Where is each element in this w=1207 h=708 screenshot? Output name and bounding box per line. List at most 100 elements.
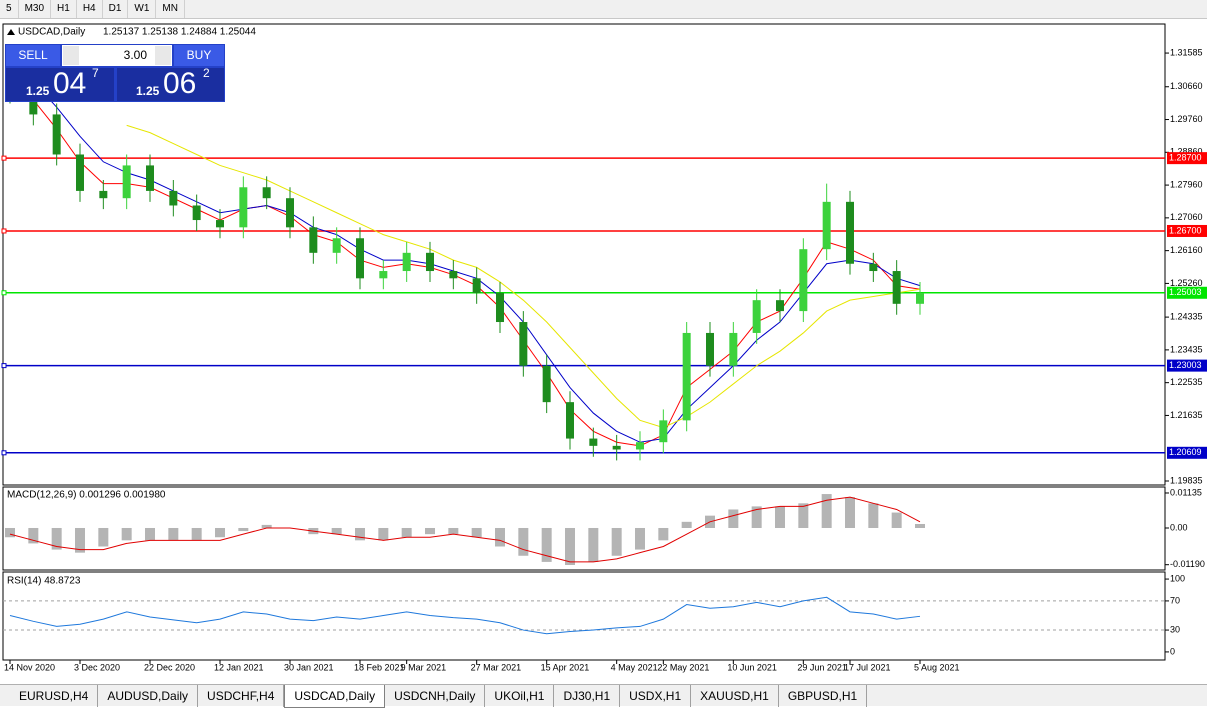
macd-bar	[658, 527, 669, 541]
bid-big: 1.25	[26, 84, 50, 98]
y-tick-label: 0.01135	[1170, 487, 1202, 497]
y-tick-label: 1.23435	[1170, 344, 1203, 354]
macd-bar	[425, 527, 435, 535]
chart-tab[interactable]: USDCHF,H4	[198, 685, 285, 707]
bid-pips: 04	[53, 67, 86, 100]
candle-body	[612, 445, 621, 450]
volume-box[interactable]	[62, 45, 172, 66]
candle-body	[822, 201, 831, 250]
y-tick-label: 1.27060	[1170, 212, 1203, 222]
macd-bar	[868, 503, 879, 528]
trade-panel: SELL 3.00 BUY 1.25 04 7 1.25 06 2	[5, 44, 225, 102]
candle-body	[169, 190, 178, 206]
buy-label[interactable]: BUY	[187, 48, 212, 62]
candle-body	[636, 442, 644, 450]
rsi-panel	[2, 571, 1166, 661]
x-tick-label: 18 Feb 2021	[354, 662, 405, 672]
level-handle	[1, 290, 7, 296]
y-tick-label: 1.29760	[1170, 114, 1203, 124]
bid-box[interactable]	[6, 68, 114, 101]
level-label: 1.20609	[1169, 447, 1202, 457]
timeframe-button[interactable]: MN	[156, 0, 185, 18]
y-tick-label: 1.21635	[1170, 410, 1203, 420]
x-tick-label: 22 Dec 2020	[144, 662, 195, 672]
volume-value[interactable]: 3.00	[124, 48, 148, 62]
timeframe-button[interactable]: W1	[128, 0, 157, 18]
chart-tab[interactable]: USDCNH,Daily	[385, 685, 486, 707]
macd-bar	[915, 523, 925, 528]
candle-body	[566, 402, 574, 439]
level-label: 1.28700	[1169, 153, 1202, 163]
y-tick-label: 1.31585	[1170, 47, 1203, 57]
macd-title: MACD(12,26,9) 0.001296 0.001980	[7, 490, 166, 501]
chart-tab[interactable]: USDCAD,Daily	[284, 685, 386, 708]
timeframe-button[interactable]: 5	[0, 0, 19, 18]
y-tick-label: 1.28860	[1170, 147, 1203, 157]
level-tag	[1167, 359, 1207, 372]
macd-bar	[541, 527, 552, 562]
ask-frac: 2	[203, 66, 210, 80]
chart-tab[interactable]: UKOil,H1	[485, 685, 555, 707]
macd-bar	[355, 527, 365, 541]
buy-button[interactable]	[174, 45, 224, 66]
candle-body	[892, 271, 901, 304]
chart-tab[interactable]: DJ30,H1	[554, 685, 621, 707]
candle-body	[52, 114, 61, 155]
macd-bar	[588, 527, 599, 562]
macd-bar	[891, 512, 902, 528]
chart-tab[interactable]: USDX,H1	[620, 685, 692, 707]
ohlc-label: 1.25137 1.25138 1.24884 1.25044	[103, 27, 256, 38]
y-tick-label: 1.27960	[1170, 179, 1203, 189]
x-tick-label: 22 May 2021	[657, 662, 709, 672]
x-tick-label: 5 Aug 2021	[914, 662, 960, 672]
chart-tab[interactable]: GBPUSD,H1	[779, 685, 868, 707]
candle-body	[496, 292, 504, 323]
candle-body	[239, 187, 248, 228]
y-tick-label: -0.01190	[1170, 559, 1205, 569]
timeframe-button[interactable]: H1	[51, 0, 77, 18]
candle-body	[192, 205, 201, 221]
volume-up[interactable]	[155, 46, 171, 65]
ask-box[interactable]	[117, 68, 224, 101]
candle-body	[146, 165, 154, 191]
candle-body	[916, 292, 924, 304]
candle-body	[379, 271, 388, 279]
x-tick-label: 27 Mar 2021	[471, 662, 522, 672]
chart-tab[interactable]: XAUUSD,H1	[691, 685, 779, 707]
candle-body	[682, 332, 691, 421]
candle-body	[216, 220, 224, 228]
macd-bar	[728, 509, 739, 528]
macd-bar	[238, 527, 249, 532]
y-tick-label: 30	[1170, 624, 1180, 634]
y-tick-label: 1.19835	[1170, 475, 1203, 485]
chart-tab[interactable]: AUDUSD,Daily	[98, 685, 199, 707]
level-tag	[1167, 446, 1207, 459]
macd-bar	[5, 527, 15, 538]
timeframe-button[interactable]: D1	[103, 0, 129, 18]
signal-line	[9, 496, 921, 563]
macd-bar	[28, 527, 39, 544]
candle-body	[449, 271, 458, 279]
macd-bar	[681, 521, 692, 528]
sell-label[interactable]: SELL	[18, 48, 48, 62]
level-handle	[1, 155, 7, 161]
macd-bar	[775, 506, 785, 528]
level-tag	[1167, 224, 1207, 237]
y-tick-label: 100	[1170, 573, 1185, 583]
macd-bar	[75, 527, 85, 553]
timeframe-button[interactable]: H4	[77, 0, 103, 18]
y-tick-label: 0	[1170, 646, 1175, 656]
x-tick-label: 3 Dec 2020	[74, 662, 120, 672]
candle-body	[122, 165, 131, 199]
chart-tab[interactable]: EURUSD,H4	[10, 685, 99, 707]
macd-bar	[471, 527, 482, 538]
x-tick-label: 15 Apr 2021	[541, 662, 590, 672]
sell-button[interactable]	[6, 45, 60, 66]
timeframe-button[interactable]: M30	[19, 0, 52, 18]
candle-body	[869, 263, 878, 272]
ask-big: 1.25	[136, 84, 160, 98]
volume-down[interactable]	[63, 46, 79, 65]
collapse-icon[interactable]	[7, 29, 15, 35]
candle-body	[846, 201, 854, 264]
